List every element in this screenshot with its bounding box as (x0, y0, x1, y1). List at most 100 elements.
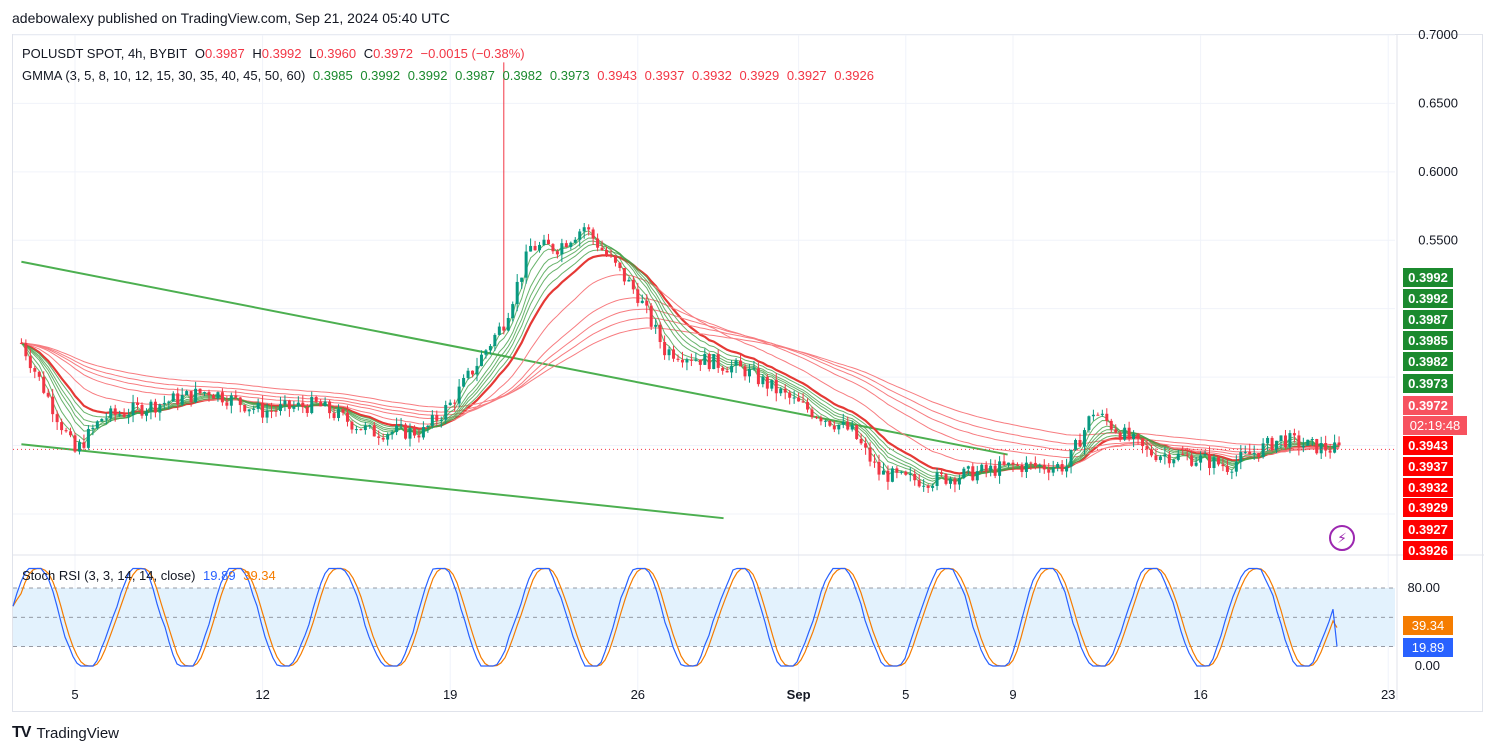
candle-body (95, 421, 99, 428)
gmma-short-line (20, 230, 1340, 487)
candle-body (774, 379, 778, 394)
candle-body (417, 435, 421, 438)
price-tag: 02:19:48 (1403, 416, 1467, 435)
candle-body (399, 424, 403, 426)
gmma-label[interactable]: GMMA (3, 5, 8, 10, 12, 15, 30, 35, 40, 4… (22, 68, 306, 83)
candle-body (1078, 440, 1082, 447)
candle-body (667, 349, 671, 356)
time-tick-label: 5 (71, 687, 78, 702)
candle-body (104, 418, 108, 420)
candle-body (55, 414, 59, 423)
candle-body (1069, 449, 1073, 467)
lightning-icon[interactable]: ⚡ (1329, 525, 1355, 551)
candle-body (162, 402, 166, 405)
candle-body (153, 401, 157, 413)
candle-body (877, 461, 881, 475)
candle-body (846, 421, 850, 430)
candle-body (582, 227, 586, 232)
candle-body (859, 438, 863, 444)
price-tag: 0.3985 (1403, 331, 1453, 350)
candle-body (1194, 462, 1198, 466)
candle-body (975, 471, 979, 481)
candle-body (1283, 435, 1287, 448)
candle-body (185, 391, 189, 395)
candle-body (529, 245, 533, 252)
candle-body (363, 425, 367, 431)
candle-body (462, 377, 466, 387)
candle-body (243, 405, 247, 412)
stoch-k-value: 19.89 (203, 568, 236, 583)
candle-body (247, 409, 251, 412)
candle-body (287, 400, 291, 409)
candle-body (819, 417, 823, 422)
candle-body (944, 474, 948, 484)
candle-body (873, 461, 877, 463)
candle-body (390, 431, 394, 435)
candle-body (823, 420, 827, 422)
candle-body (502, 326, 506, 331)
candle-body (211, 395, 215, 399)
candle-body (1158, 456, 1162, 461)
candle-body (283, 400, 287, 405)
stoch-tick-label: 80.00 (1407, 580, 1440, 595)
price-tick-label: 0.7000 (1418, 27, 1458, 42)
candle-body (627, 279, 631, 282)
price-tag: 0.3972 (1403, 396, 1453, 415)
gmma-value: 0.3985 (312, 68, 353, 83)
candle-body (989, 465, 993, 471)
candle-body (1266, 437, 1270, 444)
candle-body (301, 402, 305, 408)
candle-body (1149, 449, 1153, 456)
candle-body (24, 343, 28, 357)
candle-body (439, 419, 443, 421)
tradingview-logo[interactable]: TV TradingView (12, 724, 119, 742)
candle-body (171, 393, 175, 402)
candle-body (448, 402, 452, 406)
candle-body (1203, 454, 1207, 456)
candle-body (497, 326, 501, 335)
candle-body (605, 250, 609, 256)
candle-body (578, 231, 582, 240)
candle-body (252, 408, 256, 410)
candle-body (895, 468, 899, 473)
candle-body (484, 350, 488, 355)
candle-body (801, 401, 805, 403)
stoch-tick-label: 0.00 (1415, 658, 1440, 673)
candle-body (1297, 435, 1301, 448)
candle-body (935, 472, 939, 486)
candle-body (1011, 462, 1015, 465)
candle-body (73, 435, 77, 452)
candle-body (1127, 427, 1131, 440)
symbol-label[interactable]: POLUSDT SPOT, 4h, BYBIT (22, 46, 188, 61)
candle-body (828, 420, 832, 426)
candle-body (957, 477, 961, 485)
high-value: 0.3992 (261, 46, 302, 61)
candle-body (328, 401, 332, 414)
candle-body (618, 262, 622, 268)
candle-body (1319, 443, 1323, 454)
candle-body (1154, 455, 1158, 461)
stoch-value-tag: 19.89 (1403, 638, 1453, 657)
candle-body (1024, 462, 1028, 472)
candle-body (712, 354, 716, 370)
high-label: H (252, 46, 262, 61)
candle-body (60, 422, 64, 431)
candle-body (69, 431, 73, 436)
gmma-value: 0.3943 (597, 68, 638, 83)
candle-body (1029, 462, 1033, 464)
candle-body (229, 395, 233, 406)
candle-body (1310, 438, 1314, 440)
candle-body (234, 395, 238, 398)
candle-body (524, 251, 528, 278)
candle-body (881, 470, 885, 475)
candle-body (180, 394, 184, 405)
stoch-label[interactable]: Stoch RSI (3, 3, 14, 14, close) (22, 568, 196, 583)
candle-body (1145, 446, 1149, 450)
trend-line (21, 443, 724, 520)
candle-body (1096, 414, 1100, 416)
candle-body (296, 402, 300, 407)
candle-body (408, 428, 412, 439)
candle-body (176, 393, 180, 405)
candle-body (265, 410, 269, 418)
